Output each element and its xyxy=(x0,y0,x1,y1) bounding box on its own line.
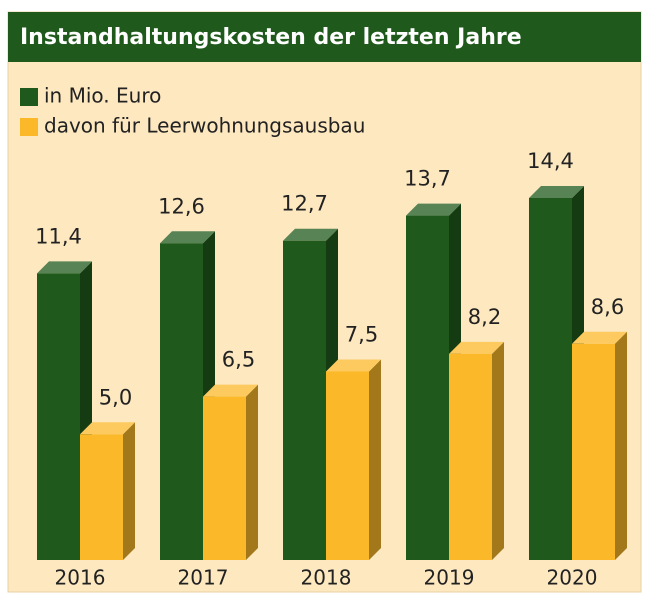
value-label: 11,4 xyxy=(35,224,82,248)
legend-label: in Mio. Euro xyxy=(44,84,161,108)
bar-top xyxy=(529,186,584,198)
bar-side xyxy=(246,384,258,560)
x-tick-label: 2018 xyxy=(301,566,352,590)
bar xyxy=(572,343,615,560)
bar-top xyxy=(572,331,627,344)
bar xyxy=(326,371,369,560)
bar-top xyxy=(37,261,92,274)
bar xyxy=(160,243,203,560)
bar-top xyxy=(203,384,258,397)
bar xyxy=(449,353,492,560)
value-label: 7,5 xyxy=(345,322,378,346)
bar-top xyxy=(326,359,381,372)
value-label: 12,7 xyxy=(281,192,328,216)
bar-side xyxy=(369,359,381,560)
bar-side xyxy=(123,422,135,560)
bar-side xyxy=(492,341,504,560)
bar xyxy=(37,273,80,560)
bar xyxy=(283,240,326,560)
legend-swatch xyxy=(20,118,38,136)
bar-top xyxy=(449,341,504,354)
bar-side xyxy=(615,331,627,560)
x-tick-label: 2020 xyxy=(547,566,598,590)
value-label: 8,2 xyxy=(468,305,501,329)
value-label: 12,6 xyxy=(158,194,205,218)
bar xyxy=(406,215,449,560)
bar-top xyxy=(160,231,215,244)
x-tick-label: 2016 xyxy=(55,566,106,590)
header-bar xyxy=(8,12,641,62)
value-label: 6,5 xyxy=(222,348,255,372)
bar-top xyxy=(80,422,135,435)
bar-top xyxy=(283,228,338,241)
value-label: 5,0 xyxy=(99,385,132,409)
x-tick-label: 2019 xyxy=(424,566,475,590)
bar xyxy=(529,198,572,560)
value-label: 8,6 xyxy=(591,295,624,319)
bar xyxy=(203,396,246,560)
bar xyxy=(80,434,123,560)
value-label: 13,7 xyxy=(404,167,451,191)
legend-swatch xyxy=(20,88,38,106)
chart-title: Instandhaltungskosten der letzten Jahre xyxy=(20,25,522,50)
x-tick-label: 2017 xyxy=(178,566,229,590)
value-label: 14,4 xyxy=(527,149,574,173)
bar-top xyxy=(406,203,461,216)
legend-label: davon für Leerwohnungsausbau xyxy=(44,114,365,138)
